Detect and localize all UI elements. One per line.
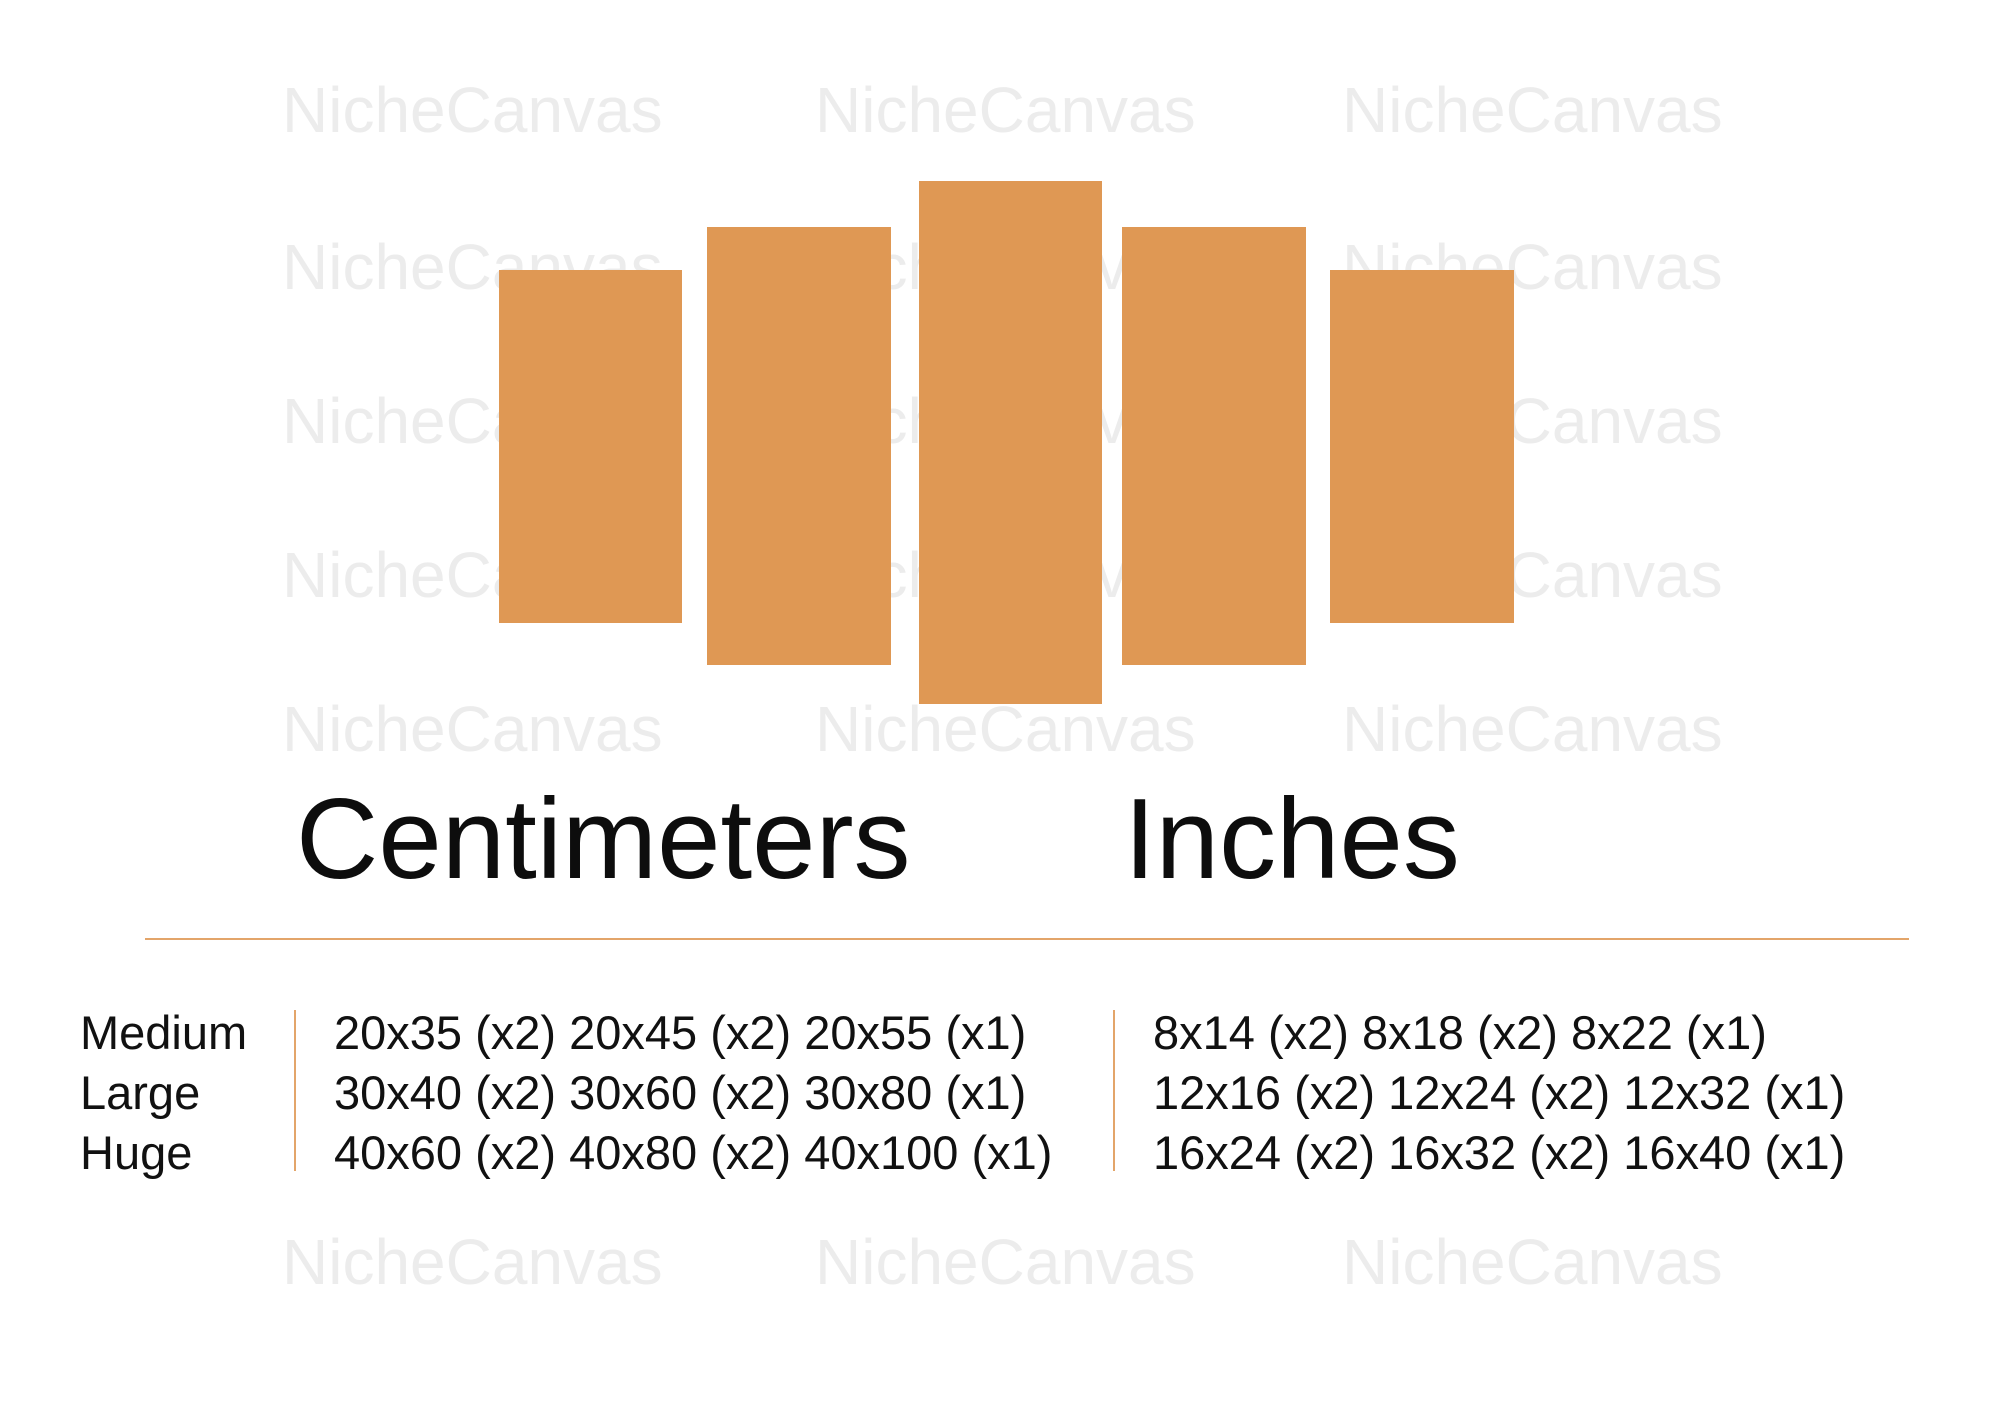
watermark-text: NicheCanvas bbox=[282, 693, 663, 765]
heading-inches: Inches bbox=[1124, 776, 1460, 903]
watermark-text: NicheCanvas bbox=[1342, 74, 1723, 146]
size-label-medium: Medium bbox=[80, 1006, 248, 1059]
canvas-panel-3 bbox=[919, 181, 1102, 704]
label-separator bbox=[294, 1010, 296, 1171]
watermark-text: NicheCanvas bbox=[1342, 693, 1723, 765]
watermark-text: NicheCanvas bbox=[282, 74, 663, 146]
watermark-text: NicheCanvas bbox=[815, 74, 1196, 146]
divider-line bbox=[145, 938, 1909, 940]
watermark-text: NicheCanvas bbox=[815, 693, 1196, 765]
size-in-huge: 16x24 (x2) 16x32 (x2) 16x40 (x1) bbox=[1153, 1126, 1846, 1179]
size-cm-large: 30x40 (x2) 30x60 (x2) 30x80 (x1) bbox=[334, 1066, 1027, 1119]
canvas-panel-2 bbox=[707, 227, 891, 665]
size-cm-medium: 20x35 (x2) 20x45 (x2) 20x55 (x1) bbox=[334, 1006, 1027, 1059]
unit-separator bbox=[1113, 1010, 1115, 1171]
watermark-text: NicheCanvas bbox=[282, 1226, 663, 1298]
canvas-panel-4 bbox=[1122, 227, 1306, 665]
size-in-large: 12x16 (x2) 12x24 (x2) 12x32 (x1) bbox=[1153, 1066, 1846, 1119]
canvas-panel-1 bbox=[499, 270, 682, 623]
size-label-huge: Huge bbox=[80, 1126, 193, 1179]
heading-centimeters: Centimeters bbox=[296, 776, 911, 903]
watermark-text: NicheCanvas bbox=[815, 1226, 1196, 1298]
watermark-text: NicheCanvas bbox=[1342, 1226, 1723, 1298]
size-cm-huge: 40x60 (x2) 40x80 (x2) 40x100 (x1) bbox=[334, 1126, 1053, 1179]
size-label-large: Large bbox=[80, 1066, 201, 1119]
canvas-panel-5 bbox=[1330, 270, 1514, 623]
size-in-medium: 8x14 (x2) 8x18 (x2) 8x22 (x1) bbox=[1153, 1006, 1767, 1059]
